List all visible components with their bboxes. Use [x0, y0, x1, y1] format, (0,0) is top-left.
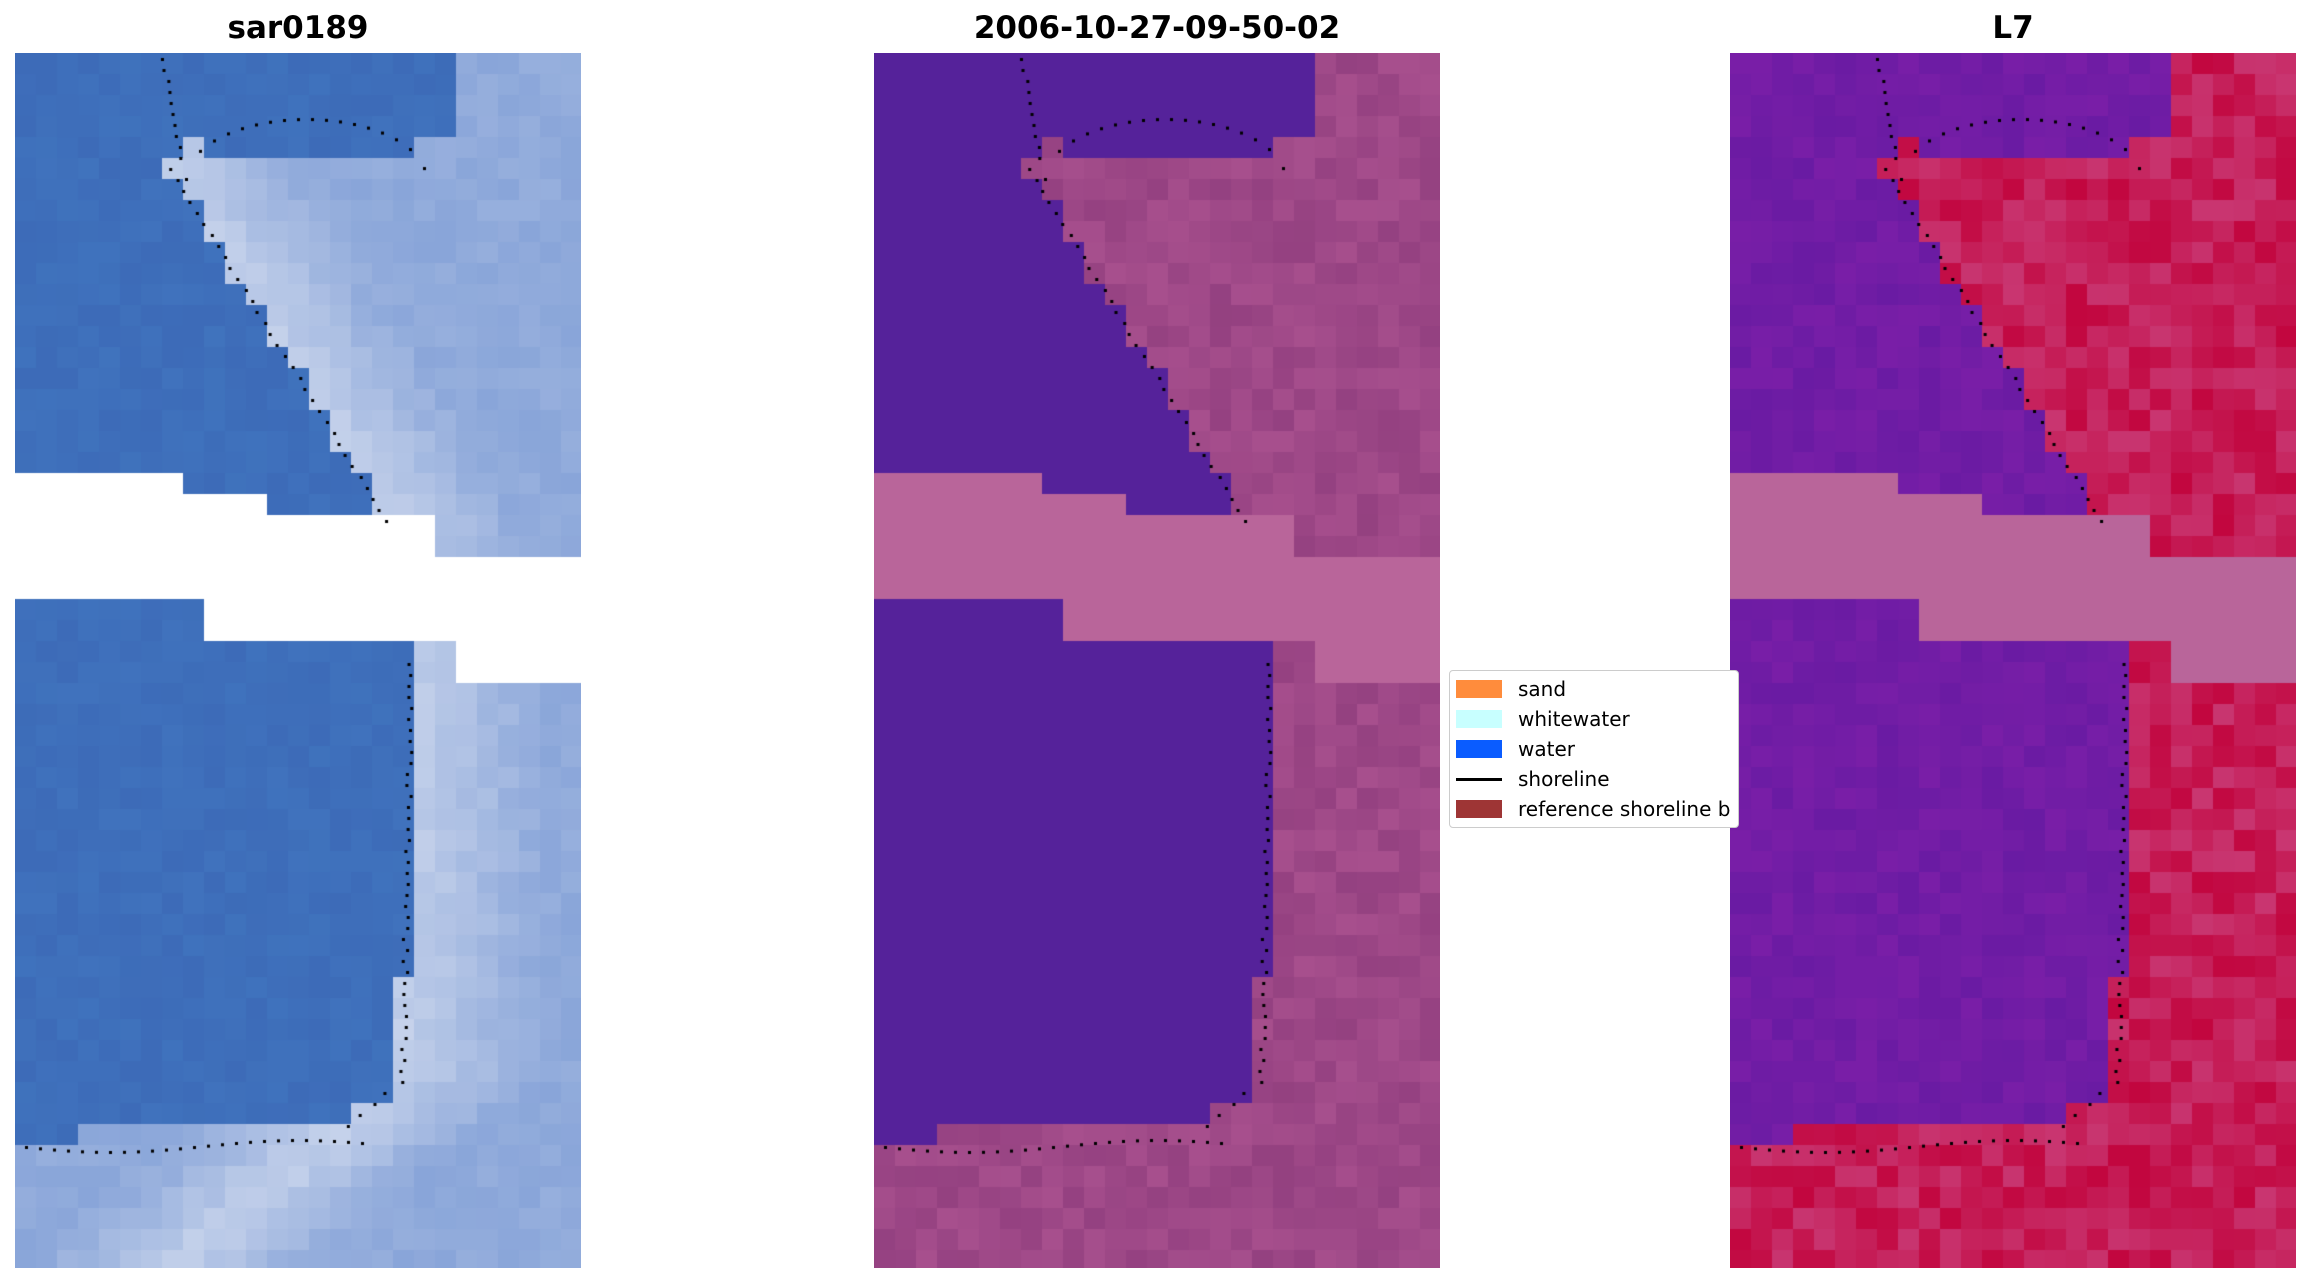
legend-label-water: water: [1518, 737, 1575, 761]
water-swatch: [1456, 740, 1502, 758]
shoreline-line-sample: [1456, 777, 1502, 781]
reference-shoreline-swatch: [1456, 800, 1502, 818]
sand-swatch: [1456, 680, 1502, 698]
legend-label-reference-shoreline: reference shoreline b: [1518, 797, 1731, 821]
legend-label-sand: sand: [1518, 677, 1567, 701]
panel-title-rgb: sar0189: [227, 10, 369, 46]
legend-item-shoreline: shoreline: [1456, 765, 1610, 793]
legend-item-sand: sand: [1456, 675, 1566, 703]
legend-item-whitewater: whitewater: [1456, 705, 1630, 733]
rgb-satellite-image: [15, 53, 581, 1268]
classified-image: [874, 53, 1440, 1268]
classified-image-panel: [874, 53, 1440, 1268]
legend-item-water: water: [1456, 735, 1575, 763]
index-image: [1730, 53, 2296, 1268]
legend-label-shoreline: shoreline: [1518, 767, 1610, 791]
panel-title-classified: 2006-10-27-09-50-02: [973, 10, 1341, 46]
panel-title-index: L7: [1992, 10, 2034, 46]
index-image-panel: [1730, 53, 2296, 1268]
whitewater-swatch: [1456, 710, 1502, 728]
rgb-image-panel: [15, 53, 581, 1268]
legend: sand whitewater water shoreline referenc…: [1449, 670, 1739, 828]
legend-label-whitewater: whitewater: [1518, 707, 1630, 731]
legend-item-reference-shoreline: reference shoreline b: [1456, 795, 1730, 823]
